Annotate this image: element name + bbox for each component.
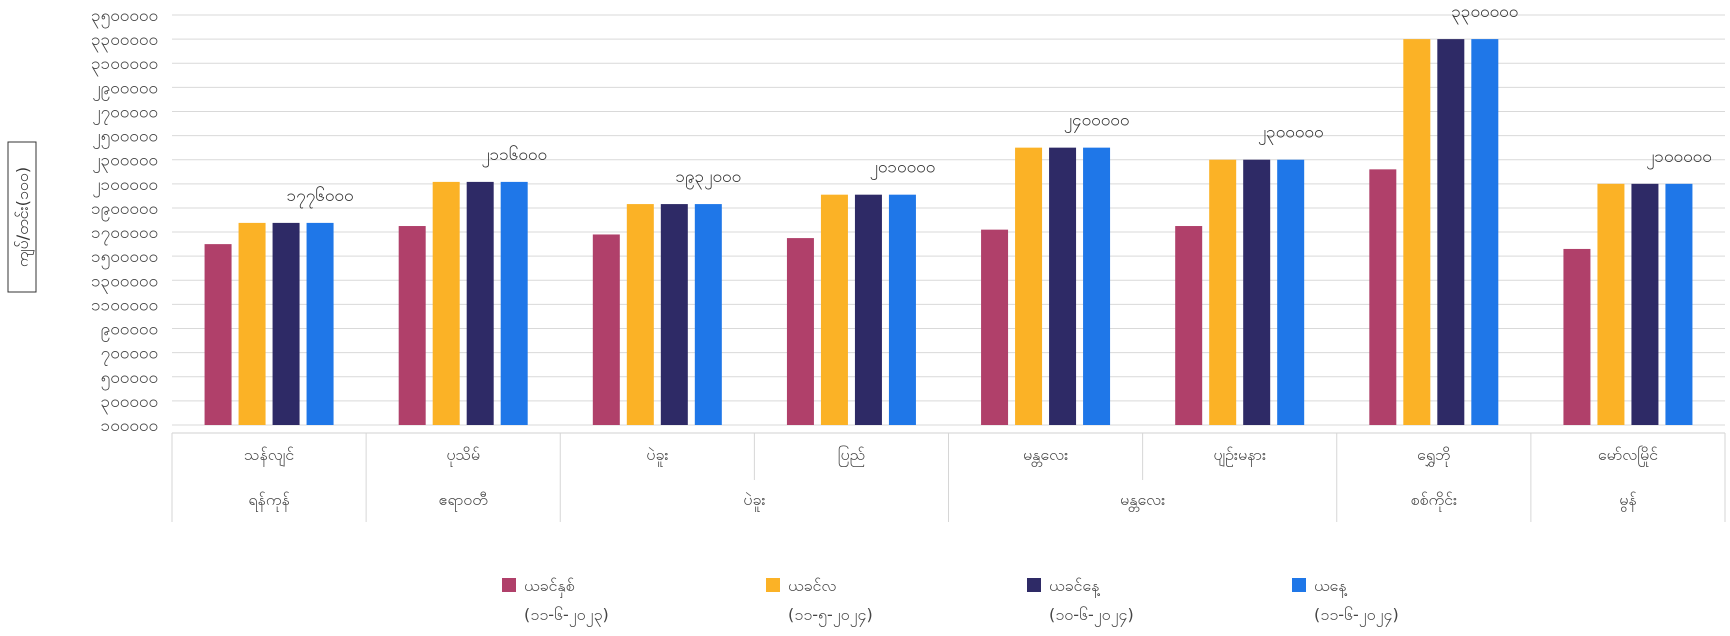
bar — [398, 226, 426, 425]
category-label: မော်လမြိုင် — [1598, 445, 1658, 467]
bar — [432, 181, 460, 425]
legend-swatch — [502, 578, 516, 592]
legend: ယခင်နှစ် (၁၁-၆-၂၀၂၃) ယခင်လ (၁၁-၅-၂၀၂၄) ယခင်န… — [502, 576, 1399, 627]
bar — [626, 204, 654, 425]
legend-label: ယနေ့ — [1314, 576, 1348, 598]
bar — [1665, 183, 1693, 425]
bar — [888, 194, 916, 425]
legend-date: (၁၁-၆-၂၀၂၃) — [524, 605, 609, 627]
bar — [272, 222, 300, 425]
data-label: ၂၁၀၀၀၀၀ — [1646, 147, 1712, 170]
legend-swatch — [1292, 578, 1306, 592]
bar — [238, 222, 266, 425]
category-label: သန်လျင် — [244, 445, 294, 467]
group-label: မွန် — [1619, 490, 1637, 512]
y-tick-label: ၁၉၀၀၀၀၀ — [91, 199, 158, 222]
data-label: ၁၉၃၂၀၀၀ — [675, 167, 741, 190]
y-tick-label: ၉၀၀၀၀၀ — [101, 320, 158, 343]
bars — [204, 39, 1693, 426]
y-axis-label-box: ကျပ်/တင်း(၁၀၀) — [7, 141, 37, 293]
bar — [694, 204, 722, 425]
data-label: ၂၀၁၀၀၀၀ — [870, 158, 936, 181]
legend-date: (၁၀-၆-၂၀၂၄) — [1049, 605, 1134, 627]
category-label: ရွှေဘို — [1417, 445, 1451, 467]
bar — [1277, 159, 1305, 426]
bar — [204, 244, 232, 425]
y-axis-label: ကျပ်/တင်း(၁၀၀) — [13, 167, 35, 267]
bar — [1015, 147, 1043, 425]
group-label: စစ်ကိုင်း — [1411, 490, 1458, 512]
legend-date: (၁၁-၆-၂၀၂၄) — [1314, 605, 1399, 627]
bar — [981, 229, 1009, 425]
y-tick-label: ၂၉၀၀၀၀၀ — [92, 78, 158, 101]
category-label: ပဲခူး — [646, 445, 668, 467]
data-label: ၁၇၇၆၀၀၀ — [287, 185, 354, 209]
group-label: ရန်ကုန် — [248, 490, 290, 512]
category-label: မန္တလေး — [1023, 445, 1068, 467]
bar — [1471, 39, 1499, 425]
bar — [1049, 147, 1077, 425]
y-tick-label: ၂၁၀၀၀၀၀ — [92, 175, 158, 198]
group-label: ဧရာဝတီ — [439, 490, 489, 512]
y-tick-label: ၅၀၀၀၀၀ — [101, 368, 158, 391]
y-tick-label: ၃၃၀၀၀၀၀ — [91, 30, 158, 53]
y-tick-label: ၇၀၀၀၀၀ — [101, 344, 158, 367]
y-tick-label: ၁၅၀၀၀၀၀ — [91, 247, 158, 270]
bar — [1175, 226, 1203, 425]
bar — [1369, 169, 1397, 425]
legend-label: ယခင်လ — [788, 576, 836, 595]
y-tick-label: ၂၅၀၀၀၀၀ — [92, 127, 158, 150]
bar — [854, 194, 882, 425]
category-label: ပျဉ်းမနား — [1213, 445, 1266, 467]
group-label: မန္တလေး — [1120, 490, 1165, 512]
y-tick-label: ၁၀၀၀၀၀ — [101, 416, 158, 436]
legend-swatch — [1027, 578, 1041, 592]
bar — [306, 222, 334, 425]
legend-date: (၁၁-၅-၂၀၂၄) — [788, 605, 873, 627]
group-label: ပဲခူး — [743, 490, 765, 512]
bar — [466, 181, 494, 425]
y-tick-label: ၃၁၀၀၀၀၀ — [91, 54, 158, 77]
bar — [660, 204, 688, 425]
bar — [1563, 248, 1591, 425]
data-label: ၂၄၀၀၀၀၀ — [1064, 111, 1130, 134]
y-tick-label: ၁၃၀၀၀၀၀ — [91, 271, 158, 294]
y-tick-label: ၂၇၀၀၀၀၀ — [92, 102, 158, 125]
x-axis: သန်လျင် ပုသိမ် ပဲခူး ပြည် မန္တလေး ပျဉ်းမနား ရွ… — [171, 432, 1726, 522]
bar — [592, 234, 620, 425]
legend-label: ယခင်နှစ် — [524, 576, 575, 598]
bar — [786, 238, 814, 425]
y-tick-label: ၁၇၀၀၀၀၀ — [91, 223, 158, 246]
legend-swatch — [766, 578, 780, 592]
bar — [1209, 159, 1237, 426]
y-tick-label: ၁၁၀၀၀၀၀ — [91, 295, 158, 315]
bar — [500, 181, 528, 425]
y-tick-label: ၃၅၀၀၀၀၀ — [91, 6, 158, 29]
bar — [1437, 39, 1465, 425]
bar — [1597, 183, 1625, 425]
y-tick-label: ၃၀၀၀၀၀ — [101, 392, 158, 415]
bar — [1083, 147, 1111, 425]
bar — [1243, 159, 1271, 426]
data-label: ၂၁၁၆၀၀၀ — [481, 144, 547, 168]
gridlines — [172, 14, 1725, 426]
category-label: ပုသိမ် — [446, 445, 480, 467]
bar — [1631, 183, 1659, 425]
data-label: ၃၃၀၀၀၀၀ — [1451, 2, 1518, 25]
legend-label: ယခင်နေ့ — [1049, 576, 1101, 598]
category-label: ပြည် — [838, 445, 865, 467]
data-label: ၂၃၀၀၀၀၀ — [1258, 123, 1324, 146]
bar — [820, 194, 848, 425]
y-tick-label: ၂၃၀၀၀၀၀ — [92, 151, 158, 174]
bar — [1403, 39, 1431, 425]
